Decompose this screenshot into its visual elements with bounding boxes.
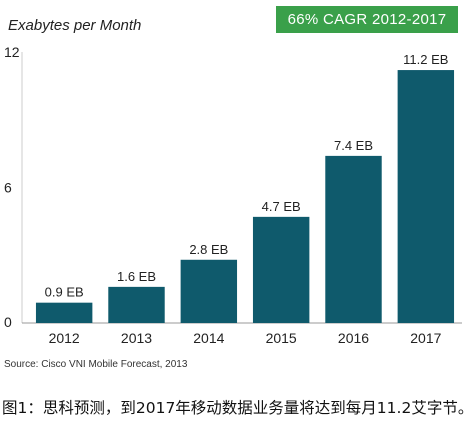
data-label-2013: 1.6 EB — [117, 269, 156, 284]
bars: 0.9 EB 2012 1.6 EB 2013 2.8 EB 2014 4.7 EB 2015… — [35, 52, 455, 346]
data-label-2017: 11.2 EB — [403, 52, 448, 67]
bar-2013 — [108, 286, 165, 323]
x-tick-label-2013: 2013 — [121, 330, 152, 346]
cagr-badge: 66% CAGR 2012-2017 — [276, 6, 458, 33]
data-label-2016: 7.4 EB — [334, 138, 373, 153]
data-label-2014: 2.8 EB — [189, 242, 228, 257]
bar-2014 — [180, 259, 238, 323]
data-label-2015: 4.7 EB — [262, 199, 301, 214]
x-tick-label-2012: 2012 — [49, 330, 80, 346]
x-tick-label-2016: 2016 — [338, 330, 369, 346]
y-tick-label: 0 — [4, 314, 12, 330]
y-tick-label: 6 — [4, 180, 12, 196]
source-note: Source: Cisco VNI Mobile Forecast, 2013 — [4, 359, 188, 370]
chart-title: Exabytes per Month — [8, 17, 141, 34]
x-tick-label-2014: 2014 — [193, 330, 224, 346]
data-label-2012: 0.9 EB — [45, 285, 84, 300]
bar-chart: Exabytes per Month 0 6 12 0.9 EB 2012 1.6 EB… — [4, 17, 462, 346]
bar-2015 — [252, 216, 310, 323]
y-ticks: 0 6 12 — [4, 44, 20, 330]
bar-2017 — [397, 70, 455, 323]
x-tick-label-2015: 2015 — [266, 330, 297, 346]
y-tick-label: 12 — [4, 44, 20, 60]
bar-2016 — [325, 155, 382, 323]
x-tick-label-2017: 2017 — [410, 330, 441, 346]
bar-2012 — [35, 302, 93, 323]
figure-caption: 图1：思科预测，到2017年移动数据业务量将达到每月11.2艾字节。 — [2, 399, 469, 417]
